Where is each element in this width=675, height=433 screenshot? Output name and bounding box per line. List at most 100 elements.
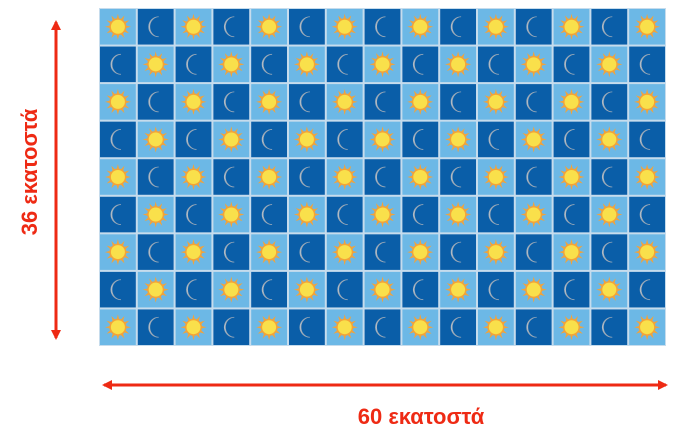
moon-tile	[137, 9, 174, 45]
sun-tile	[326, 234, 363, 270]
sun-icon	[331, 239, 358, 266]
sun-tile	[553, 234, 590, 270]
height-label: 36 εκατοστά	[17, 108, 42, 236]
moon-tile	[326, 46, 363, 83]
sun-tile	[137, 271, 174, 308]
moon-tile	[251, 46, 287, 83]
sun-tile	[364, 271, 401, 308]
sun-tile	[515, 121, 552, 158]
moon-icon	[110, 129, 121, 150]
moon-icon	[488, 279, 499, 301]
moon-tile	[100, 196, 136, 233]
sun-icon	[142, 51, 169, 78]
moon-tile	[364, 84, 401, 120]
sun-tile	[402, 84, 439, 120]
sun-icon	[104, 88, 131, 115]
sun-tile	[629, 234, 665, 270]
sun-tile	[289, 196, 325, 233]
moon-icon	[337, 279, 348, 301]
moon-icon	[564, 53, 575, 75]
sun-icon	[331, 88, 358, 115]
moon-icon	[223, 241, 235, 263]
sun-tile	[213, 271, 250, 308]
moon-icon	[450, 316, 462, 338]
moon-icon	[299, 91, 310, 113]
sun-tile	[137, 121, 174, 158]
moon-tile	[553, 271, 590, 308]
sun-tile	[629, 309, 665, 345]
moon-tile	[213, 234, 250, 270]
sun-icon	[218, 201, 245, 228]
moon-icon	[526, 16, 537, 38]
sun-tile	[553, 84, 590, 120]
moon-icon	[375, 166, 386, 188]
moon-icon	[299, 316, 310, 338]
moon-icon	[450, 166, 462, 188]
sun-tile	[100, 84, 136, 120]
sun-icon	[293, 126, 320, 153]
moon-icon	[375, 316, 386, 338]
sun-tile	[515, 271, 552, 308]
moon-tile	[515, 84, 552, 120]
sun-tile	[478, 234, 514, 270]
sun-icon	[445, 276, 472, 303]
sun-tile	[402, 9, 439, 45]
sun-icon	[218, 276, 245, 303]
sun-tile	[137, 46, 174, 83]
moon-tile	[175, 46, 212, 83]
sun-icon	[482, 88, 509, 115]
moon-tile	[629, 121, 665, 158]
moon-tile	[478, 271, 514, 308]
moon-tile	[100, 271, 136, 308]
sun-icon	[369, 126, 396, 153]
moon-tile	[213, 9, 250, 45]
width-label: 60 εκατοστά	[357, 404, 485, 429]
sun-icon	[634, 164, 661, 190]
moon-tile	[100, 121, 136, 158]
sun-icon	[142, 126, 169, 153]
sun-icon	[596, 51, 623, 78]
sun-icon	[407, 13, 434, 40]
sun-tile	[402, 309, 439, 345]
moon-icon	[186, 129, 197, 150]
moon-icon	[450, 91, 462, 113]
sun-icon	[634, 239, 661, 266]
sun-tile	[591, 46, 628, 83]
sun-icon	[293, 276, 320, 303]
sun-icon	[104, 164, 131, 190]
moon-tile	[213, 84, 250, 120]
moon-icon	[601, 91, 613, 113]
moon-tile	[137, 309, 174, 345]
sun-icon	[482, 239, 509, 266]
sun-tile	[440, 121, 476, 158]
sun-icon	[596, 276, 623, 303]
sun-tile	[364, 121, 401, 158]
moon-icon	[148, 16, 159, 38]
sun-icon	[180, 88, 207, 115]
sun-icon	[180, 164, 207, 190]
sun-tile	[175, 309, 212, 345]
moon-tile	[251, 121, 287, 158]
moon-tile	[629, 46, 665, 83]
sun-tile	[402, 159, 439, 195]
moon-icon	[412, 53, 424, 75]
moon-tile	[515, 309, 552, 345]
sun-tile	[213, 46, 250, 83]
moon-tile	[175, 271, 212, 308]
moon-icon	[488, 204, 499, 225]
sun-tile	[478, 9, 514, 45]
sun-tile	[175, 234, 212, 270]
sun-icon	[520, 51, 547, 78]
sun-tile	[326, 84, 363, 120]
moon-icon	[526, 166, 537, 188]
moon-tile	[326, 121, 363, 158]
moon-tile	[440, 84, 476, 120]
moon-icon	[488, 53, 499, 75]
sun-icon	[256, 239, 283, 266]
sun-icon	[520, 126, 547, 153]
sun-tile	[478, 84, 514, 120]
moon-tile	[478, 46, 514, 83]
sun-icon	[142, 201, 169, 228]
sun-icon	[407, 88, 434, 115]
moon-tile	[100, 46, 136, 83]
